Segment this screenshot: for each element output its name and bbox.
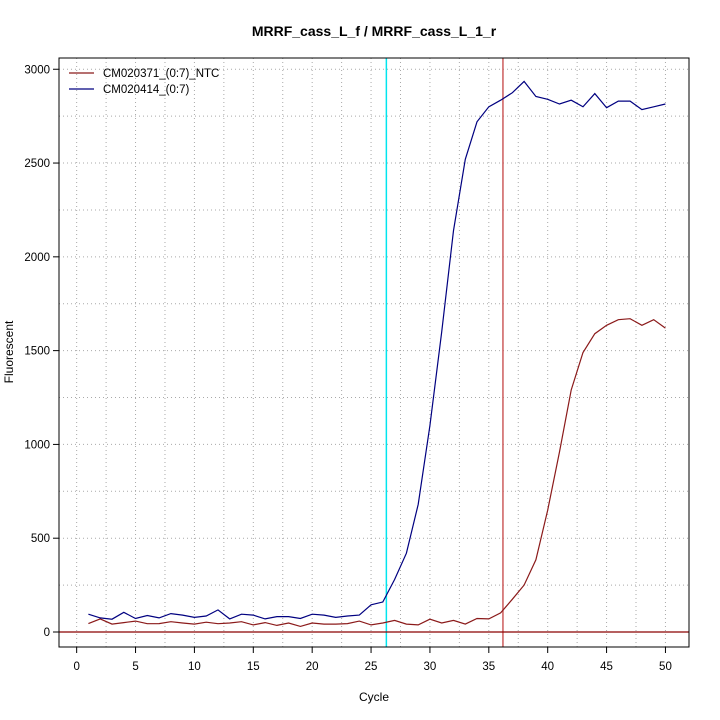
- y-tick-label: 1500: [24, 346, 50, 358]
- legend: CM020371_(0:7)_NTC CM020414_(0:7): [69, 68, 219, 96]
- y-tick-label: 0: [44, 627, 50, 639]
- grid-lines: [59, 58, 689, 647]
- y-tick-label: 3000: [24, 64, 50, 76]
- legend-entry: CM020414_(0:7): [103, 84, 189, 96]
- x-tick-label: 35: [482, 661, 495, 673]
- x-tick-label: 50: [659, 661, 672, 673]
- x-tick-label: 5: [132, 661, 138, 673]
- x-axis-label: Cycle: [359, 690, 389, 704]
- series-lines: [88, 80, 666, 628]
- y-tick-label: 500: [31, 533, 50, 545]
- x-tick-label: 10: [188, 661, 201, 673]
- legend-entry: CM020371_(0:7)_NTC: [103, 68, 219, 80]
- x-tick-label: 45: [600, 661, 613, 673]
- x-axis: 0 5 10 15 20 25 30 35 40 45 50: [73, 647, 672, 673]
- x-tick-label: 20: [306, 661, 319, 673]
- cycle-markers: [385, 58, 504, 647]
- chart-title: MRRF_cass_L_f / MRRF_cass_L_1_r: [252, 23, 497, 39]
- x-tick-label: 25: [365, 661, 378, 673]
- y-tick-label: 1000: [24, 439, 50, 451]
- x-tick-label: 0: [73, 661, 79, 673]
- y-axis: 0 500 1000 1500 2000 2500 3000: [24, 64, 59, 639]
- x-tick-label: 30: [424, 661, 437, 673]
- series-line-2: [88, 80, 666, 620]
- y-axis-label: Fluorescent: [2, 320, 16, 383]
- y-tick-label: 2500: [24, 158, 50, 170]
- y-tick-label: 2000: [24, 252, 50, 264]
- series-line-1: [88, 318, 666, 628]
- x-tick-label: 40: [541, 661, 554, 673]
- plot-frame: [58, 57, 690, 648]
- x-tick-label: 15: [247, 661, 260, 673]
